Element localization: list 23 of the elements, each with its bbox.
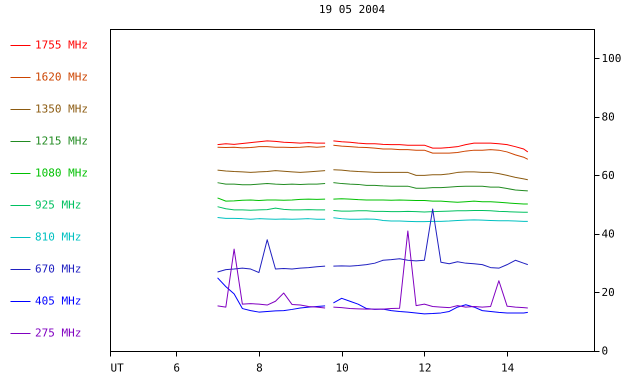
x-tick-label: 10	[336, 362, 349, 374]
y-tick-label: 60	[602, 168, 615, 182]
chart-title: 19 05 2004	[318, 3, 386, 16]
x-tick-label: 12	[418, 362, 432, 374]
y-tick-label: 80	[602, 110, 615, 124]
legend-label: 1755 MHz	[35, 38, 88, 52]
y-tick-label: 40	[602, 227, 615, 240]
legend-label: 1620 MHz	[35, 70, 88, 84]
x-tick-label: UT	[110, 362, 124, 374]
x-tick-label: 14	[501, 362, 515, 374]
legend-label: 925 MHz	[35, 198, 82, 212]
legend-label: 405 MHz	[35, 294, 82, 308]
legend-label: 1350 MHz	[35, 102, 88, 116]
legend-label: 1080 MHz	[35, 166, 88, 180]
x-tick-label: 8	[256, 362, 263, 374]
x-tick-label: 6	[173, 362, 180, 374]
legend-label: 670 MHz	[35, 262, 82, 276]
legend-label: 1215 MHz	[35, 134, 88, 148]
y-tick-label: 0	[602, 344, 608, 358]
y-tick-label: 100	[602, 52, 622, 65]
y-tick-label: 20	[602, 286, 615, 299]
legend-label: 810 MHz	[35, 230, 82, 244]
legend-label: 275 MHz	[35, 326, 82, 340]
